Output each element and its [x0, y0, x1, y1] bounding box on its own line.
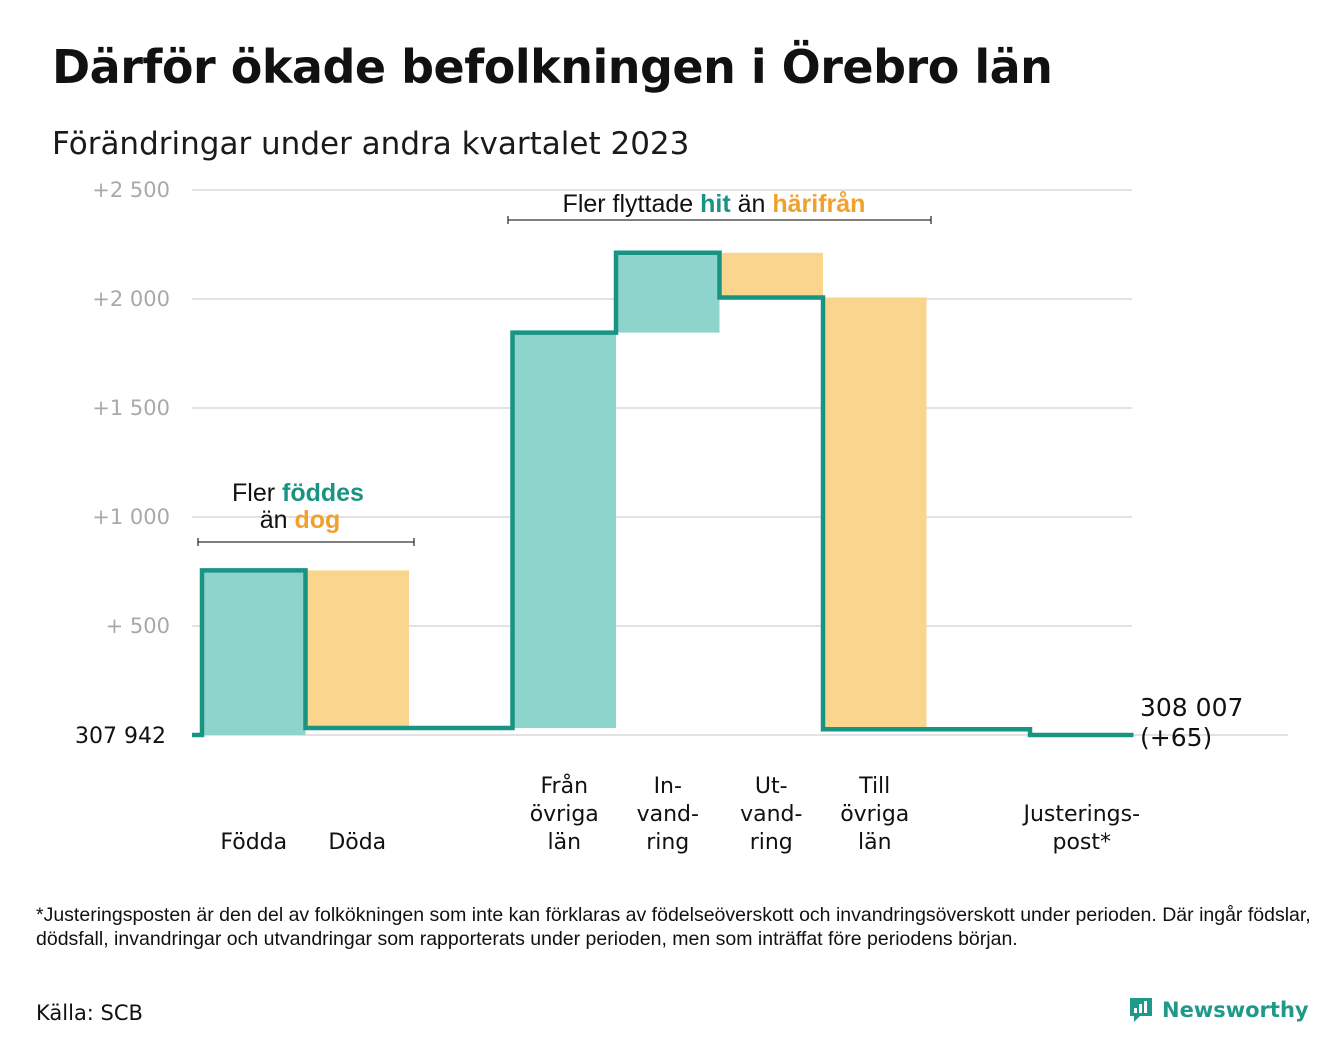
footnote: *Justeringsposten är den del av folkökni…: [36, 904, 1311, 950]
x-tick-label: In-vand-ring: [637, 774, 699, 855]
x-axis-labels: Födda Döda Från övriga län In-vand-ring Ut-van…: [220, 773, 1140, 855]
bar: [616, 252, 720, 333]
grid-lines: [192, 189, 1288, 736]
x-tick-label: Ut-vand-ring: [740, 774, 802, 855]
bar: [202, 570, 306, 735]
y-axis-ticks: + 500 +1 000 +1 500 +2 000 +2 500 307 942: [75, 178, 170, 749]
end-labels: 308 007(+65): [1140, 693, 1243, 752]
y-tick-label: +2 000: [92, 287, 170, 311]
brand[interactable]: Newsworthy: [1128, 996, 1309, 1024]
base-value-label: 307 942: [75, 724, 166, 749]
bar: [719, 252, 823, 298]
brand-name: Newsworthy: [1162, 998, 1309, 1022]
y-tick-label: + 500: [106, 614, 170, 638]
newsworthy-logo-icon: [1130, 998, 1152, 1022]
annotation-births-line2: än dog: [260, 506, 341, 534]
bar: [305, 570, 409, 729]
waterfall-chart: + 500 +1 000 +1 500 +2 000 +2 500 307 942 Föd…: [75, 178, 1288, 855]
end-value-label: 308 007: [1140, 693, 1243, 722]
x-tick-label: Från övriga län: [530, 773, 599, 855]
cumulative-step-line: [192, 250, 1134, 738]
bar: [823, 297, 927, 730]
y-tick-label: +2 500: [92, 178, 170, 202]
source-label: Källa: SCB: [36, 1001, 143, 1025]
end-change-label: (+65): [1140, 723, 1212, 752]
x-tick-label: Döda: [328, 830, 386, 855]
y-tick-label: +1 500: [92, 396, 170, 420]
x-tick-label: Justerings-post*: [1021, 802, 1140, 855]
annotation-births-line1: Fler föddes: [232, 479, 364, 507]
x-tick-label: Till övriga län: [840, 774, 909, 855]
bars: [202, 252, 927, 735]
x-tick-label: Födda: [220, 830, 287, 855]
chart-title: Därför ökade befolkningen i Örebro län: [52, 40, 1053, 94]
chart-subtitle: Förändringar under andra kvartalet 2023: [52, 126, 690, 162]
y-tick-label: +1 000: [92, 505, 170, 529]
annotation-migration: Fler flyttade hit än härifrån: [563, 190, 866, 218]
bar: [512, 332, 616, 729]
